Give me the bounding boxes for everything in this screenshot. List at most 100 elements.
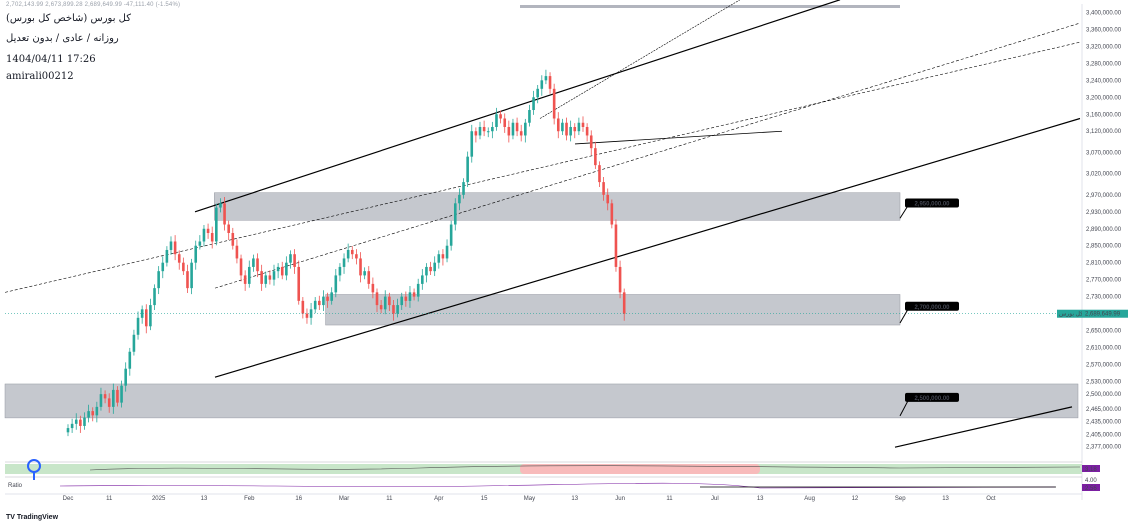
candle-body: [610, 203, 614, 225]
candle-body: [190, 262, 193, 289]
tv-logo-icon: TV: [6, 514, 15, 521]
candle-body: [149, 305, 152, 327]
candle-body: [556, 118, 560, 132]
candle-body: [219, 203, 222, 208]
candle-body: [157, 271, 160, 289]
candle-body: [140, 309, 144, 318]
candle-body: [116, 389, 119, 403]
indicator-label: Ratio: [8, 483, 23, 489]
y-tick-label: 2,970,000.00: [1086, 193, 1122, 199]
tradingview-logo: TV TradingView: [6, 514, 59, 521]
candle-body: [206, 228, 210, 233]
candle-body: [507, 126, 511, 136]
candle-body: [91, 411, 95, 416]
candle-body: [186, 271, 189, 289]
candle-body: [128, 351, 132, 369]
candle-body: [466, 156, 469, 183]
y-tick-label: 3,070,000.00: [1086, 150, 1122, 156]
chart-datetime: 1404/04/11 17:26: [6, 54, 96, 65]
candle-body: [334, 275, 338, 293]
candle-body: [589, 135, 593, 149]
candle-body: [511, 122, 515, 136]
candle-body: [388, 296, 391, 306]
x-tick-label: Mar: [339, 496, 349, 502]
candle-body: [198, 241, 202, 246]
zone-label-box: [905, 198, 959, 208]
chart-subtitle: روزانه / عادی / بدون تعدیل: [6, 33, 119, 44]
y-tick-label: 2,405,000.00: [1086, 432, 1122, 438]
candle-body: [338, 266, 342, 276]
candle-body: [194, 245, 198, 263]
candle-body: [289, 254, 292, 263]
candle-body: [367, 271, 371, 284]
x-tick-label: 11: [386, 496, 393, 502]
trendline: [214, 22, 1081, 289]
y-tick-label: 3,360,000.00: [1086, 27, 1122, 33]
x-tick-label: 13: [571, 496, 578, 502]
candle-body: [285, 262, 288, 276]
candle-body: [161, 262, 165, 272]
candle-body: [305, 313, 309, 318]
x-tick-label: Sep: [895, 496, 906, 502]
candle-body: [536, 88, 539, 98]
candle-body: [544, 76, 548, 81]
candle-body: [532, 97, 535, 111]
candle-body: [318, 300, 321, 306]
candle-body: [95, 406, 99, 416]
trendline: [539, 0, 741, 119]
candle-body: [144, 309, 148, 327]
candle-body: [355, 254, 358, 259]
candle-body: [330, 292, 333, 301]
candle-body: [350, 249, 354, 255]
candle-body: [561, 122, 564, 132]
candle-body: [247, 266, 251, 284]
candle-body: [495, 114, 498, 127]
x-tick-label: 13: [942, 496, 949, 502]
trendline: [214, 117, 1081, 378]
candle-body: [594, 148, 597, 166]
last-price-tag: [1082, 309, 1128, 318]
candle-body: [421, 275, 424, 284]
candle-body: [392, 305, 395, 314]
candle-body: [375, 292, 379, 306]
candle-body: [169, 241, 173, 250]
candle-body: [404, 296, 408, 301]
x-tick-label: Feb: [244, 496, 255, 502]
trendline: [894, 406, 1073, 448]
candle-body: [235, 245, 239, 259]
chart-title: کل بورس (شاخص کل بورس): [6, 13, 132, 24]
candle-body: [66, 428, 70, 433]
candle-body: [540, 80, 544, 89]
candle-body: [618, 266, 622, 293]
candle-body: [202, 228, 206, 242]
y-tick-label: 3,020,000.00: [1086, 172, 1122, 178]
x-tick-label: Aug: [804, 496, 815, 502]
candle-body: [482, 126, 486, 132]
candle-body: [107, 398, 111, 407]
trendline: [4, 41, 1081, 293]
candle-body: [276, 266, 280, 272]
y-tick-label: 2,465,000.00: [1086, 407, 1122, 413]
candle-body: [231, 233, 235, 246]
trendline: [574, 130, 783, 145]
candle-body: [268, 275, 272, 280]
candle-body: [264, 275, 268, 284]
candle-body: [173, 241, 177, 255]
candle-body: [429, 266, 432, 272]
candle-body: [569, 126, 572, 136]
candle-body: [124, 368, 127, 386]
ratio-line: [59, 482, 1056, 489]
zone-label-box: [905, 301, 959, 311]
y-tick-label: 2,570,000.00: [1086, 362, 1122, 368]
y-tick-label: 2,530,000.00: [1086, 379, 1122, 385]
candle-body: [87, 411, 90, 418]
x-tick-label: 15: [481, 496, 488, 502]
candle-body: [552, 88, 556, 119]
candle-body: [177, 254, 181, 263]
candle-body: [83, 417, 86, 426]
candle-body: [528, 110, 531, 123]
candle-body: [400, 296, 404, 306]
last-price-label: 2,689,649.99: [1085, 312, 1121, 318]
y-tick-label: 3,120,000.00: [1086, 129, 1122, 135]
